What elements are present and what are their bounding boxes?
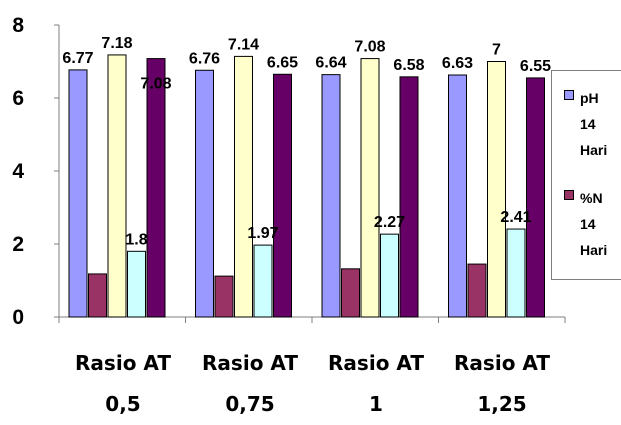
data-label: 7.14 [228,36,259,53]
bar [380,233,399,318]
bar [448,74,467,318]
data-label: 7.18 [101,35,132,52]
data-label: 6.76 [189,50,220,67]
data-label: 6.63 [442,55,473,72]
legend-swatch-n [564,190,574,200]
data-label: 2.27 [374,214,405,231]
y-tick-label: 6 [12,87,24,110]
bar [214,275,234,318]
legend-swatch-ph [564,90,574,100]
bar [107,54,127,318]
bar [253,244,273,318]
bar [360,58,380,318]
y-tick-label: 8 [12,14,24,37]
bar [487,61,506,318]
bar [341,268,360,318]
bar [195,69,214,318]
legend: pH 14 Hari %N 14 Hari [551,70,621,280]
y-tick-label: 4 [12,160,24,183]
bar [234,55,253,318]
category-label-1: Rasio AT 0,5 [75,351,171,416]
category-label-4: Rasio AT 1,25 [454,351,550,416]
data-label: 7.08 [354,39,385,56]
data-label: 6.55 [520,58,551,75]
data-label: 6.58 [393,57,424,74]
data-label: 7.08 [140,76,171,93]
data-label: 6.64 [315,55,346,72]
bar [467,263,487,318]
data-label: 7 [492,42,501,59]
data-label: 6.65 [267,54,298,71]
legend-label-ph: pH 14 Hari [580,90,608,158]
y-tick-label: 0 [12,306,24,329]
bar [146,58,166,318]
data-label: 1.97 [247,225,278,242]
bar [273,73,292,318]
bar [506,228,526,318]
data-label: 6.77 [62,50,93,67]
data-label: 2.41 [500,209,531,226]
category-label-2: Rasio AT 0,75 [202,351,298,416]
bar [526,77,545,318]
bar [399,76,419,318]
bar [68,69,88,318]
data-label: 1.8 [125,231,147,248]
bar [127,250,146,318]
legend-label-n: %N 14 Hari [580,190,608,258]
bar [88,273,107,318]
bar [321,74,341,318]
category-label-3: Rasio AT 1 [328,351,424,416]
y-tick-label: 2 [12,233,24,256]
